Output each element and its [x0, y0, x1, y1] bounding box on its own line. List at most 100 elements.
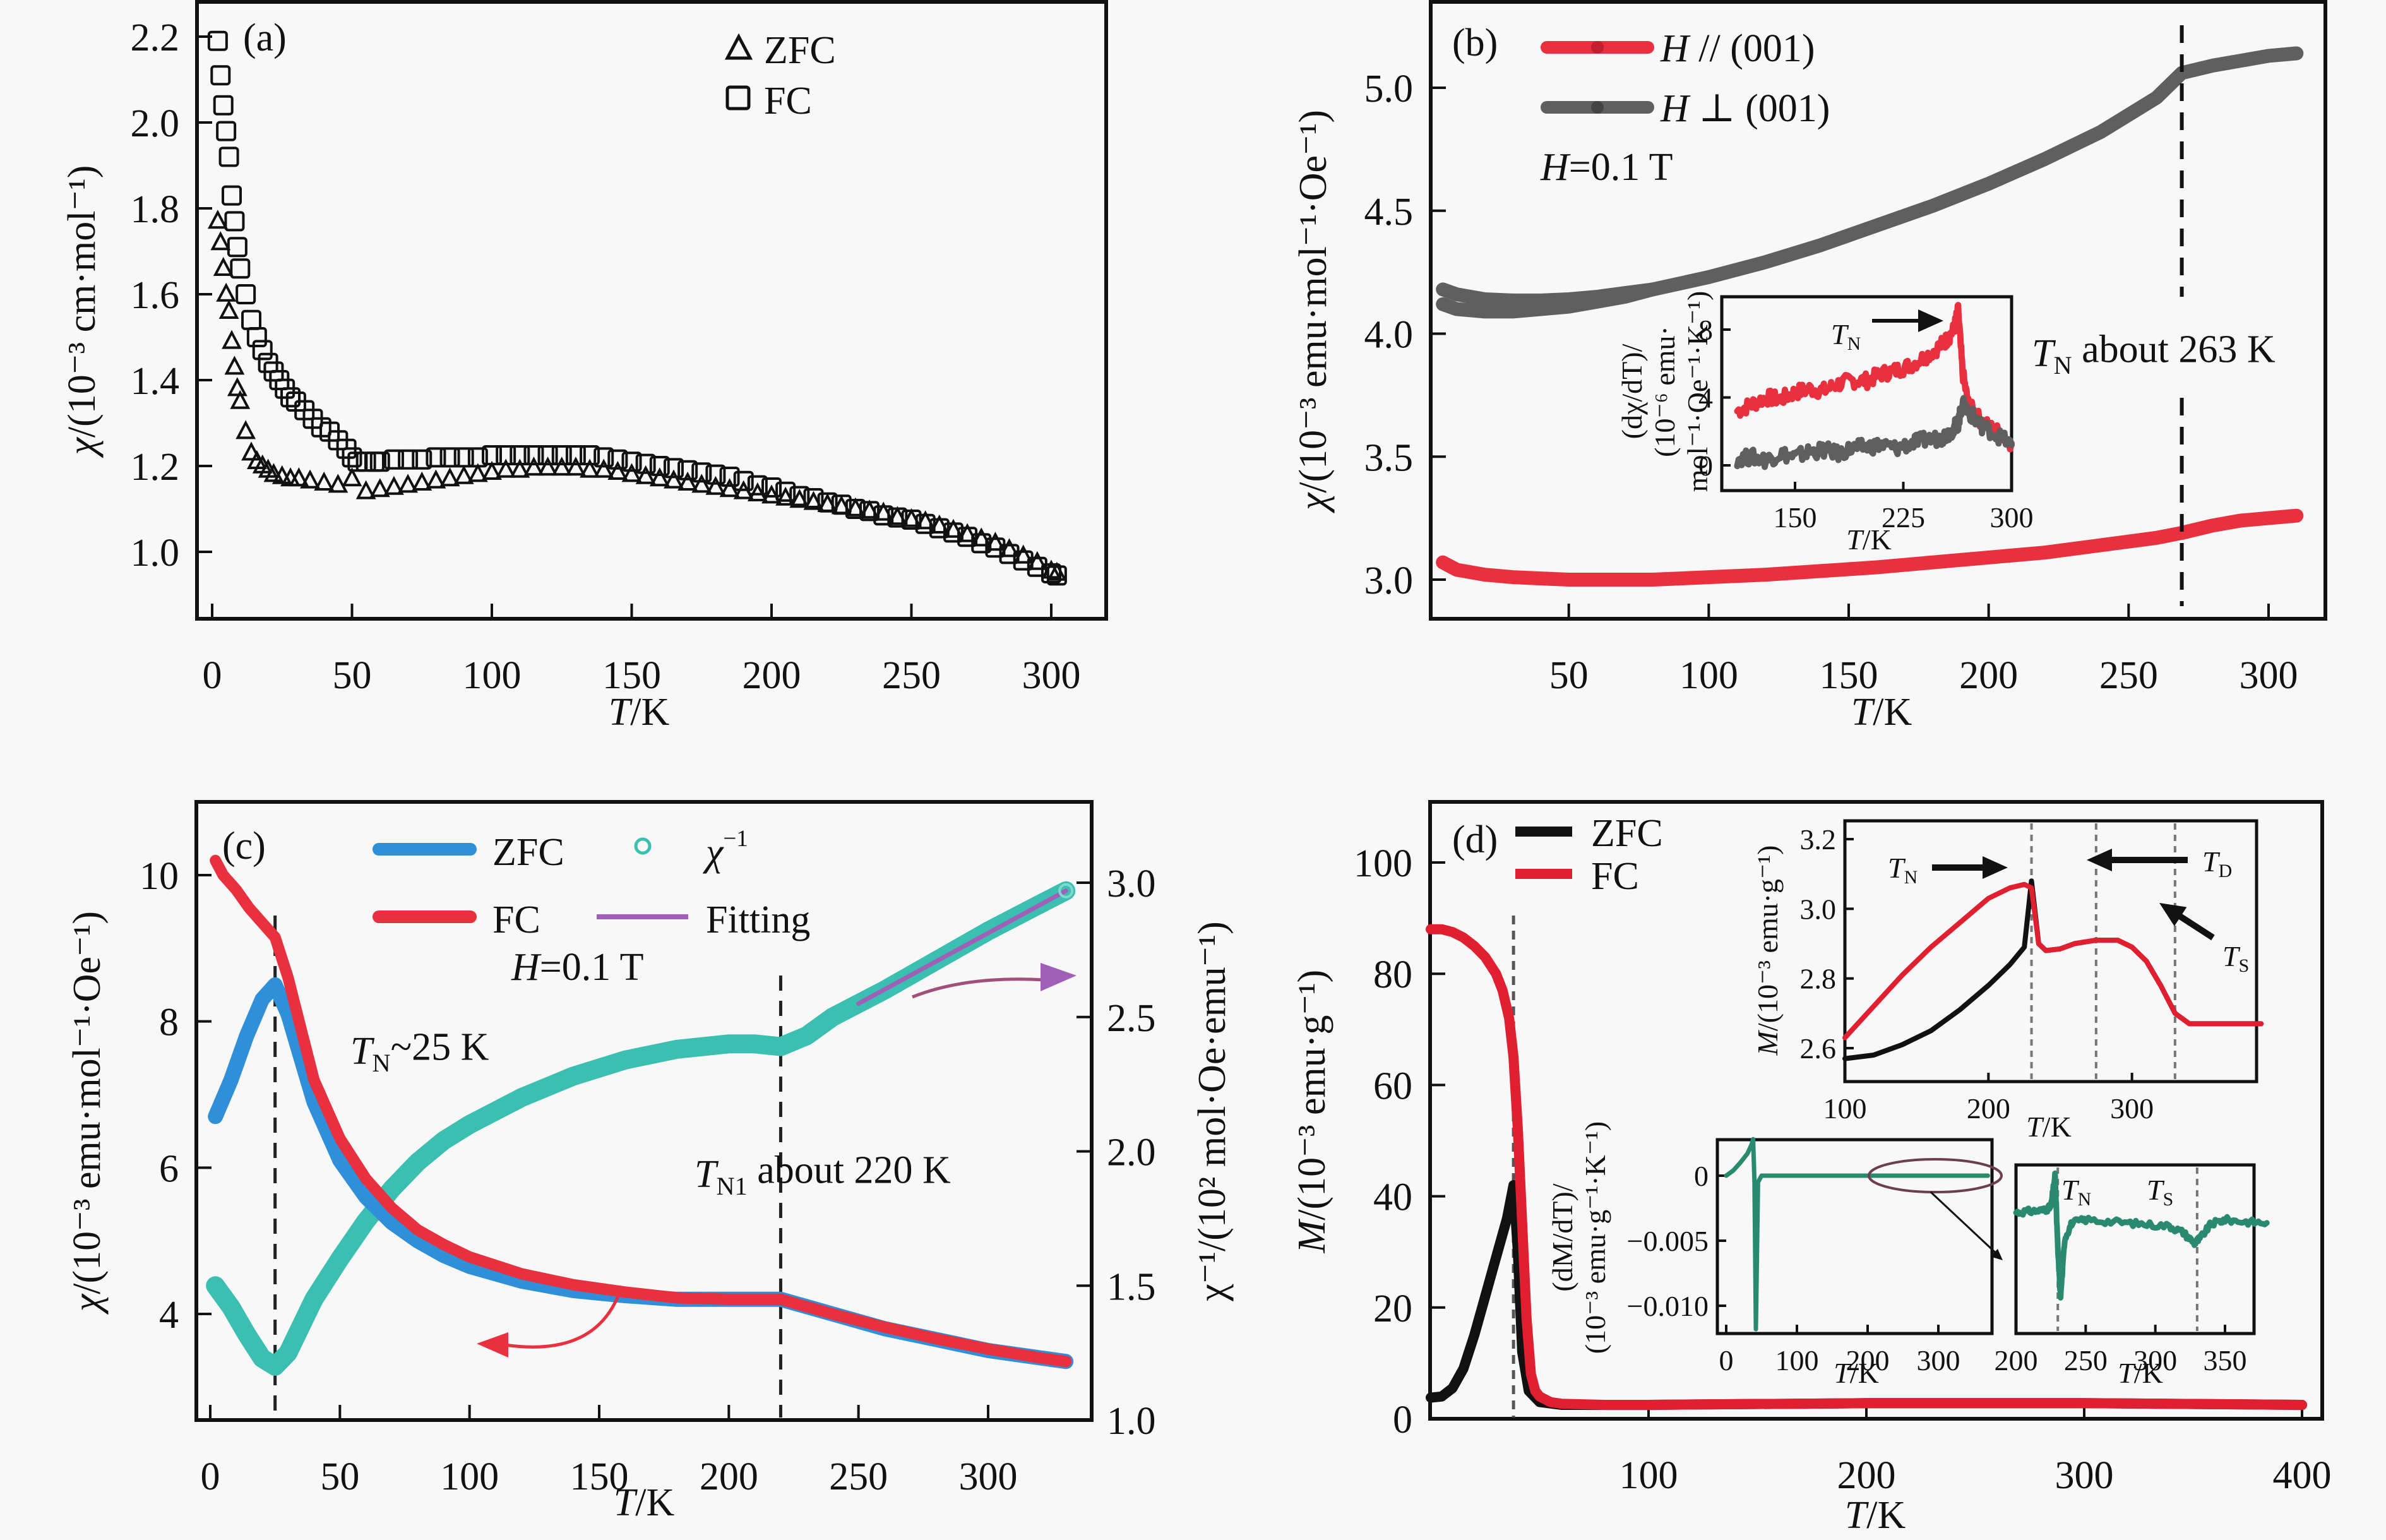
y-tick-label: 4: [1698, 382, 1713, 414]
fc-point: [831, 494, 852, 515]
x-tick-label: 50: [1549, 654, 1589, 697]
zfc-point: [482, 460, 502, 480]
fc-point: [467, 447, 488, 468]
series-line-h-perp: [1436, 282, 1660, 319]
zfc-point: [635, 465, 656, 484]
zfc-point: [210, 231, 231, 251]
y-tick-label: 40: [1373, 1176, 1412, 1219]
label-var: T: [1834, 1357, 1852, 1389]
y-axis-title: M/(10⁻³ emu·g⁻¹): [1291, 970, 1333, 1254]
label-var: T: [2118, 1357, 2136, 1389]
y-tick-label: 1.8: [131, 188, 180, 231]
right-axis-arrow-curve: [912, 977, 1046, 999]
left-axis-arrow-curve: [504, 1294, 621, 1349]
zfc-point: [289, 467, 309, 487]
y-tick-label: 3.2: [1800, 823, 1837, 856]
fc-point: [943, 522, 963, 543]
zfc-point: [216, 282, 237, 302]
y-tick-label: 1.6: [131, 274, 180, 317]
y-tick-label: 20: [1373, 1287, 1412, 1330]
fc-point: [803, 488, 824, 508]
label-sub: N: [1904, 867, 1918, 888]
inset-y-title-line3: mol⁻¹·Oe⁻¹·K⁻¹): [1681, 291, 1714, 492]
fc-point: [1046, 565, 1067, 586]
plot-frame: [1715, 1138, 1994, 1335]
fc-point: [227, 237, 248, 258]
fc-point: [747, 475, 768, 496]
series-line-h-parallel: [1436, 508, 2304, 587]
fc-point: [252, 340, 273, 361]
zfc-point: [263, 463, 284, 482]
y-tick-label: 80: [1373, 953, 1412, 996]
legend-label-fc: FC: [1591, 855, 1639, 898]
x-axis-title: T/K: [614, 1481, 675, 1524]
label-var: M: [1751, 1029, 1784, 1056]
zfc-point: [314, 471, 335, 491]
x-tick-label: 250: [2064, 1344, 2108, 1376]
label-var: H: [1540, 146, 1571, 189]
zfc-point: [453, 465, 474, 484]
legend-label-h-parallel: H // (001): [1660, 27, 1815, 70]
fc-point: [230, 258, 251, 279]
panel-a: 0 50 100 150 200 250 300 1.0 1.2 1.4 1.6 1.8 2.0 2.2 (…: [61, 0, 1108, 734]
label-main: T: [350, 1030, 375, 1073]
zoom-connector-arrow-head: [1990, 1249, 2003, 1260]
zfc-point: [207, 210, 228, 229]
fc-point: [635, 453, 656, 474]
left-axis-arrow-head: [477, 1332, 508, 1358]
chi-inverse-endpoint: [1058, 883, 1074, 898]
label-rest: /(10⁻³ emu·g⁻¹): [1291, 970, 1333, 1221]
label-sup: −1: [723, 826, 748, 852]
fc-point: [859, 501, 880, 522]
right-axis-arrow-head: [1041, 963, 1077, 991]
zfc-point: [664, 469, 684, 489]
x-tick-label: 200: [1846, 1344, 1890, 1376]
label-var: T: [2222, 940, 2241, 972]
y-tick-label: −0.010: [1627, 1290, 1709, 1322]
y-tick-label: 5.0: [1364, 68, 1414, 110]
fc-point: [523, 445, 544, 465]
fc-point: [719, 467, 740, 487]
label-var: T: [1846, 523, 1864, 556]
label-rest: /(10⁻³ cm·mol⁻¹): [61, 165, 104, 438]
label-rest: // (001): [1689, 27, 1815, 70]
zfc-point: [271, 465, 292, 484]
fc-point: [691, 462, 712, 483]
x-axis-title: T/K: [1851, 691, 1912, 734]
fc-point: [1041, 563, 1061, 583]
x-tick-label: 250: [2099, 654, 2158, 697]
x-tick-label: 250: [882, 654, 941, 697]
label-rest: /(10⁻³ emu·g⁻¹): [1751, 845, 1784, 1032]
zfc-point: [523, 457, 544, 476]
y-tick-label: 0: [1694, 1160, 1709, 1192]
y-right-tick-label: 2.0: [1107, 1131, 1156, 1174]
x-tick-label: 300: [1022, 654, 1081, 697]
series-line-h-perp: [1436, 46, 2304, 307]
zfc-point: [342, 467, 362, 487]
y-right-tick-label: 3.0: [1107, 863, 1156, 905]
inset-y-title-line2: (10⁻³ emu·g⁻¹·K⁻¹): [1579, 1121, 1611, 1354]
y-tick-label: 2.8: [1800, 963, 1837, 995]
y-tick-label: 6: [159, 1147, 179, 1190]
zfc-point: [719, 478, 740, 498]
label-sub: D: [2219, 861, 2233, 881]
inset-ts-arrow-shaft: [2174, 911, 2215, 941]
legend-label-fitting: Fitting: [706, 898, 810, 941]
inset-ts-arrow-head: [2159, 903, 2187, 926]
zfc-point: [677, 471, 698, 491]
label-rest: /(10⁻³ emu·mol⁻¹·Oe⁻¹): [66, 911, 109, 1294]
inset-y-axis-title: (dχ/dT)/(10⁻⁶ emu·mol⁻¹·Oe⁻¹·K⁻¹): [1616, 291, 1714, 492]
label-main: T: [2032, 332, 2056, 375]
label-rest: /K: [635, 1481, 674, 1524]
x-tick-label: 150: [1774, 501, 1817, 534]
label-var: χ: [1292, 492, 1335, 513]
legend: ZFC FC: [724, 29, 836, 122]
y-tick-label: 1.4: [131, 360, 180, 403]
inset-tn-label: TN: [2061, 1174, 2091, 1210]
label-rest: =0.1 T: [1569, 146, 1673, 189]
inset-y-title-line1: (dχ/dT)/: [1616, 343, 1648, 439]
legend-triangle-marker: [724, 33, 753, 60]
plot-frame: [1428, 800, 2324, 1421]
zfc-point: [369, 478, 390, 498]
